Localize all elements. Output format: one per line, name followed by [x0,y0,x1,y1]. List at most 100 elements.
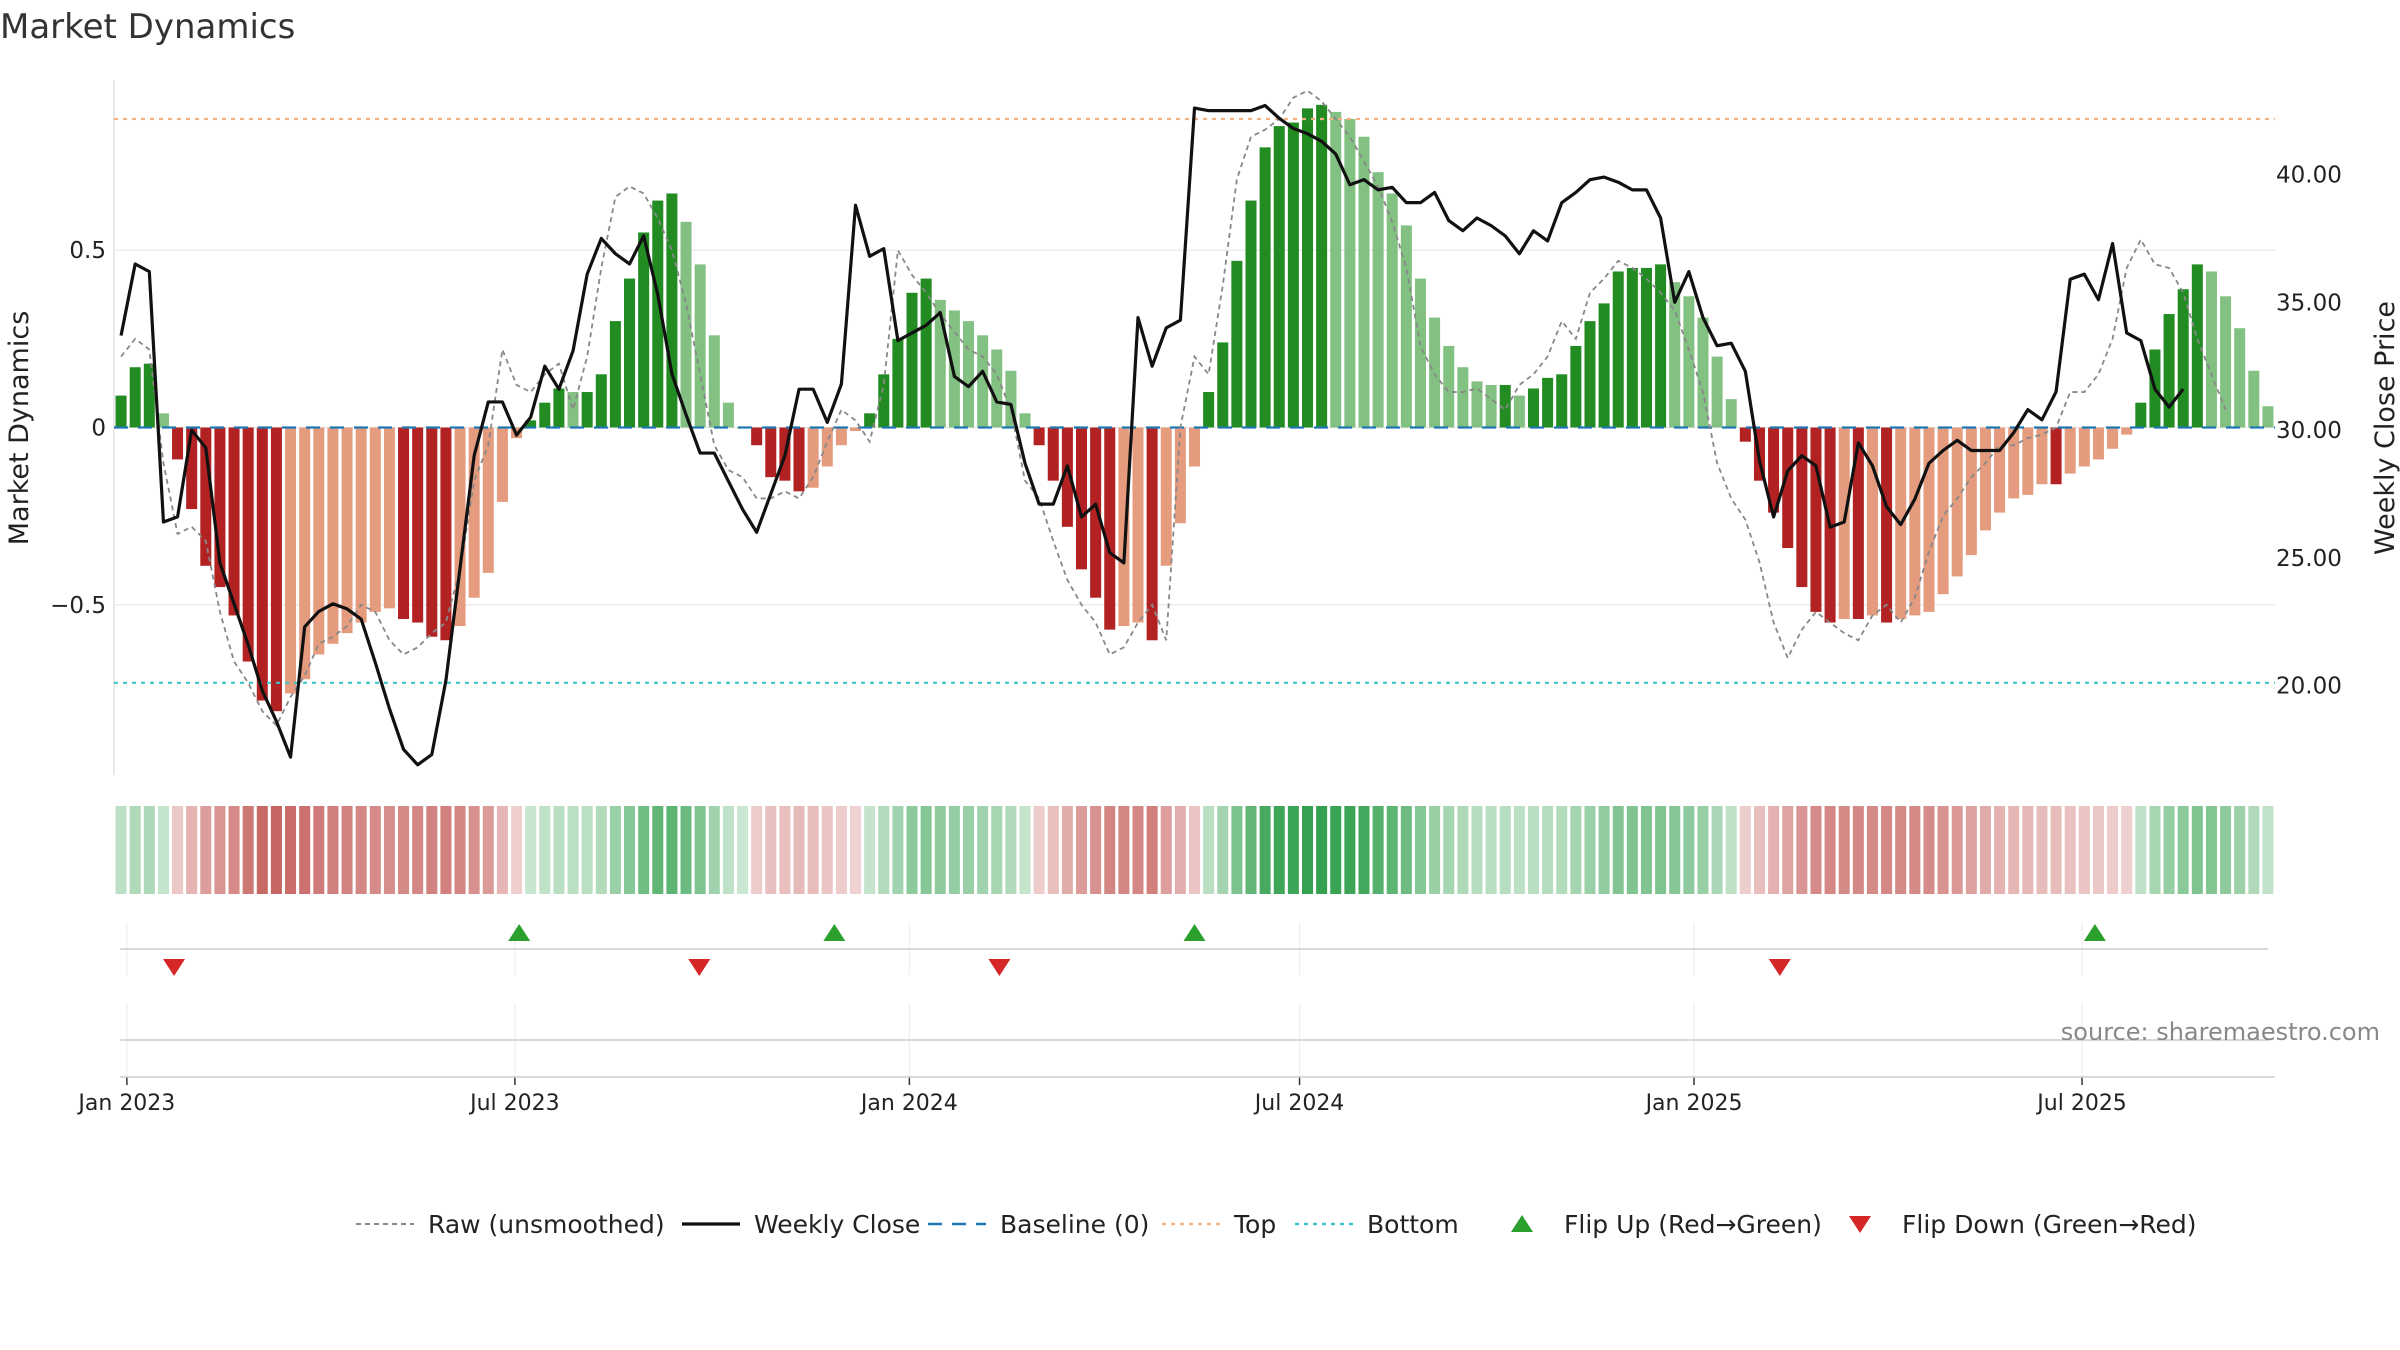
legend-item: Flip Down (Green→Red) [1849,1210,2197,1239]
x-tick-label: Jan 2024 [859,1091,958,1116]
axes-layer: 0.5 0 −0.5 40.00 35.00 30.00 25.00 20.00 Jan 202… [50,163,2342,1116]
heat-strip-cell [2050,806,2062,894]
heat-strip-cell [1739,806,1751,894]
heat-strip-cell [299,806,311,894]
heat-strip-cell [2107,806,2119,894]
dynamics-bar [2234,328,2246,428]
x-tick-label: Jul 2024 [1253,1091,1345,1116]
dynamics-bar [1527,388,1539,428]
dynamics-bar [1683,296,1695,428]
heat-strip-cell [1174,806,1186,894]
dynamics-bar [1711,356,1723,428]
dynamics-bar [1640,267,1652,428]
heat-strip-cell [2205,806,2217,894]
right-tick-label: 35.00 [2276,290,2342,316]
dynamics-bar [864,413,876,428]
dynamics-bar [2092,427,2104,460]
heat-strip-cell [934,806,946,894]
heat-strip-cell [1344,806,1356,894]
dynamics-bar [1598,303,1610,428]
heat-strip-cell [1033,806,1045,894]
heat-strip-cell [1937,806,1949,894]
heat-strip-cell [1061,806,1073,894]
heat-strip-cell [624,806,636,894]
dynamics-bar [1217,342,1229,428]
dynamics-bar [1132,427,1144,623]
heat-strip-cell [1909,806,1921,894]
dynamics-bar [1768,427,1780,513]
right-axis-label: Weekly Close Price [2370,301,2400,555]
heat-strip-cell [1400,806,1412,894]
dynamics-bar [553,388,565,428]
heat-strip-cell [2121,806,2133,894]
dynamics-bar [214,427,226,588]
heat-strip-cell [525,806,537,894]
heat-strip-cell [1612,806,1624,894]
heat-strip-cell [1132,806,1144,894]
heat-strip-cell [129,806,141,894]
heat-strip-cell [1160,806,1172,894]
dynamics-bar [638,232,650,428]
heat-strip-cell [2092,806,2104,894]
dynamics-bar [1188,427,1201,467]
heat-strip-cell [1259,806,1271,894]
heat-strip-cell [1711,806,1723,894]
heat-strip-cell [1372,806,1384,894]
dynamics-bar [666,193,678,428]
heat-strip-cell [1753,806,1765,894]
heat-strip-cell [807,806,819,894]
flip-up-marker [2083,924,2106,941]
dynamics-bar [2121,427,2133,435]
heat-strip-cell [2022,806,2034,894]
heat-strip-cell [1881,806,1893,894]
heat-strip-cell [2036,806,2048,894]
heat-strip-cell [1231,806,1243,894]
heat-strip-cell [878,806,890,894]
heat-strip-cell [1358,806,1370,894]
dynamics-bar [977,335,989,428]
heat-strip-cell [1683,806,1695,894]
heat-strip-cell [1287,806,1299,894]
heat-strip-cell [412,806,424,894]
heat-strip-cell [737,806,749,894]
heat-strip-cell [2262,806,2274,894]
flip-up-marker [1183,924,1206,941]
dynamics-bar [1626,267,1638,428]
legend-label: Flip Down (Green→Red) [1902,1210,2197,1239]
dynamics-bar [1316,104,1328,428]
right-tick-label: 25.00 [2276,546,2342,572]
dynamics-bar [1005,370,1017,428]
dynamics-bar [2135,402,2147,428]
dynamics-bar [1019,413,1031,428]
dynamics-bar [1542,377,1554,428]
heat-strip-cell [383,806,395,894]
dynamics-bar [1033,427,1045,446]
dynamics-bar [1612,271,1624,428]
dynamics-bar [341,427,353,634]
dynamics-bar [906,292,918,428]
dynamics-bar [496,427,508,502]
heat-strip-cell [2177,806,2189,894]
dynamics-bar [1457,367,1469,428]
right-tick-label: 30.00 [2276,418,2342,444]
dynamics-bar [1725,399,1737,428]
heat-strip-cell [638,806,650,894]
heat-strip-cell [242,806,254,894]
legend-item: Weekly Close [682,1210,920,1239]
dynamics-bar [1414,278,1426,428]
legend-layer: Raw (unsmoothed) Weekly Close Baseline (0)… [356,1210,2197,1239]
heat-strip-cell [1895,806,1907,894]
heat-strip-cell [186,806,198,894]
heat-strip-cell [1655,806,1667,894]
heat-strip-cell [906,806,918,894]
dynamics-bar [327,427,339,644]
heat-strip-cell [1386,806,1398,894]
heat-strip-cell [1866,806,1878,894]
dynamics-bar [892,338,904,428]
heat-strip-cell [1527,806,1539,894]
heat-strip-cell [1768,806,1780,894]
dynamics-bar [1076,427,1088,570]
heat-strip-cell [864,806,876,894]
